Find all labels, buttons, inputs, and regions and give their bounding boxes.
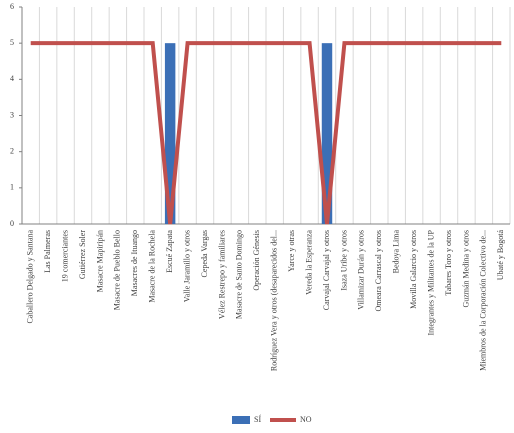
bar <box>321 43 333 224</box>
y-tick-label: 0 <box>10 219 14 228</box>
x-tick-label: Masacre de Pueblo Bello <box>113 230 122 310</box>
legend-label: SÍ <box>254 414 261 424</box>
x-tick-label: Omeara Carrascal y otros <box>374 230 383 312</box>
x-tick-label: Gutiérrez Soler <box>78 230 87 279</box>
x-tick-label: Masacre de Santo Domingo <box>235 230 244 319</box>
x-tick-label: 19 comerciantes <box>60 230 69 282</box>
x-tick-label: Miembros de la Corporación Colectivo de.… <box>479 230 488 371</box>
x-tick-label: Operación Génesis <box>252 230 261 291</box>
x-tick-label: Bedoya Lima <box>392 230 401 274</box>
x-tick-label: Vereda la Esperanza <box>304 230 313 295</box>
x-tick-label: Masacre Mapiripán <box>95 230 104 292</box>
x-tick-label: Carvajal Carvajal y otros <box>322 230 331 310</box>
legend-swatch <box>232 416 250 424</box>
y-tick-label: 3 <box>10 110 14 119</box>
line <box>30 41 502 225</box>
y-tick-label: 6 <box>10 2 14 11</box>
x-tick-label: Cepeda Vargas <box>200 230 209 277</box>
x-tick-label: Movilla Galarcio y otros <box>409 230 418 309</box>
x-tick-label: Caballero Delgado y Santana <box>26 230 35 324</box>
y-tick-label: 2 <box>10 146 14 155</box>
x-tick-label: Guzmán Medina y otros <box>461 230 470 308</box>
x-tick-label: Villamizar Durán y otros <box>357 230 366 310</box>
x-tick-label: Vélez Restrepo y familiares <box>217 230 226 319</box>
x-tick-label: Valle Jaramillo y otros <box>182 230 191 302</box>
x-tick-label: Yarce y otras <box>287 230 296 272</box>
x-tick-label: Escué Zapata <box>165 230 174 273</box>
x-tick-label: Las Palmeras <box>43 230 52 273</box>
y-tick-label: 5 <box>10 38 14 47</box>
y-tick-label: 1 <box>10 183 14 192</box>
x-tick-label: Rodríguez Vera y otros (desaparecidos de… <box>270 230 279 371</box>
x-tick-label: Isaza Uribe y otros <box>339 230 348 291</box>
x-tick-label: Integrantes y Militantes de la UP <box>426 229 435 335</box>
bar <box>164 43 176 224</box>
x-tick-label: Tabares Toro y otros <box>444 230 453 296</box>
legend-label: NO <box>300 415 312 424</box>
x-tick-label: Ubaté y Bogotá <box>496 230 505 281</box>
x-tick-label: Masacre de la Rochela <box>148 230 157 303</box>
x-tick-label: Masacres de Ituango <box>130 230 139 296</box>
y-tick-label: 4 <box>10 74 14 83</box>
